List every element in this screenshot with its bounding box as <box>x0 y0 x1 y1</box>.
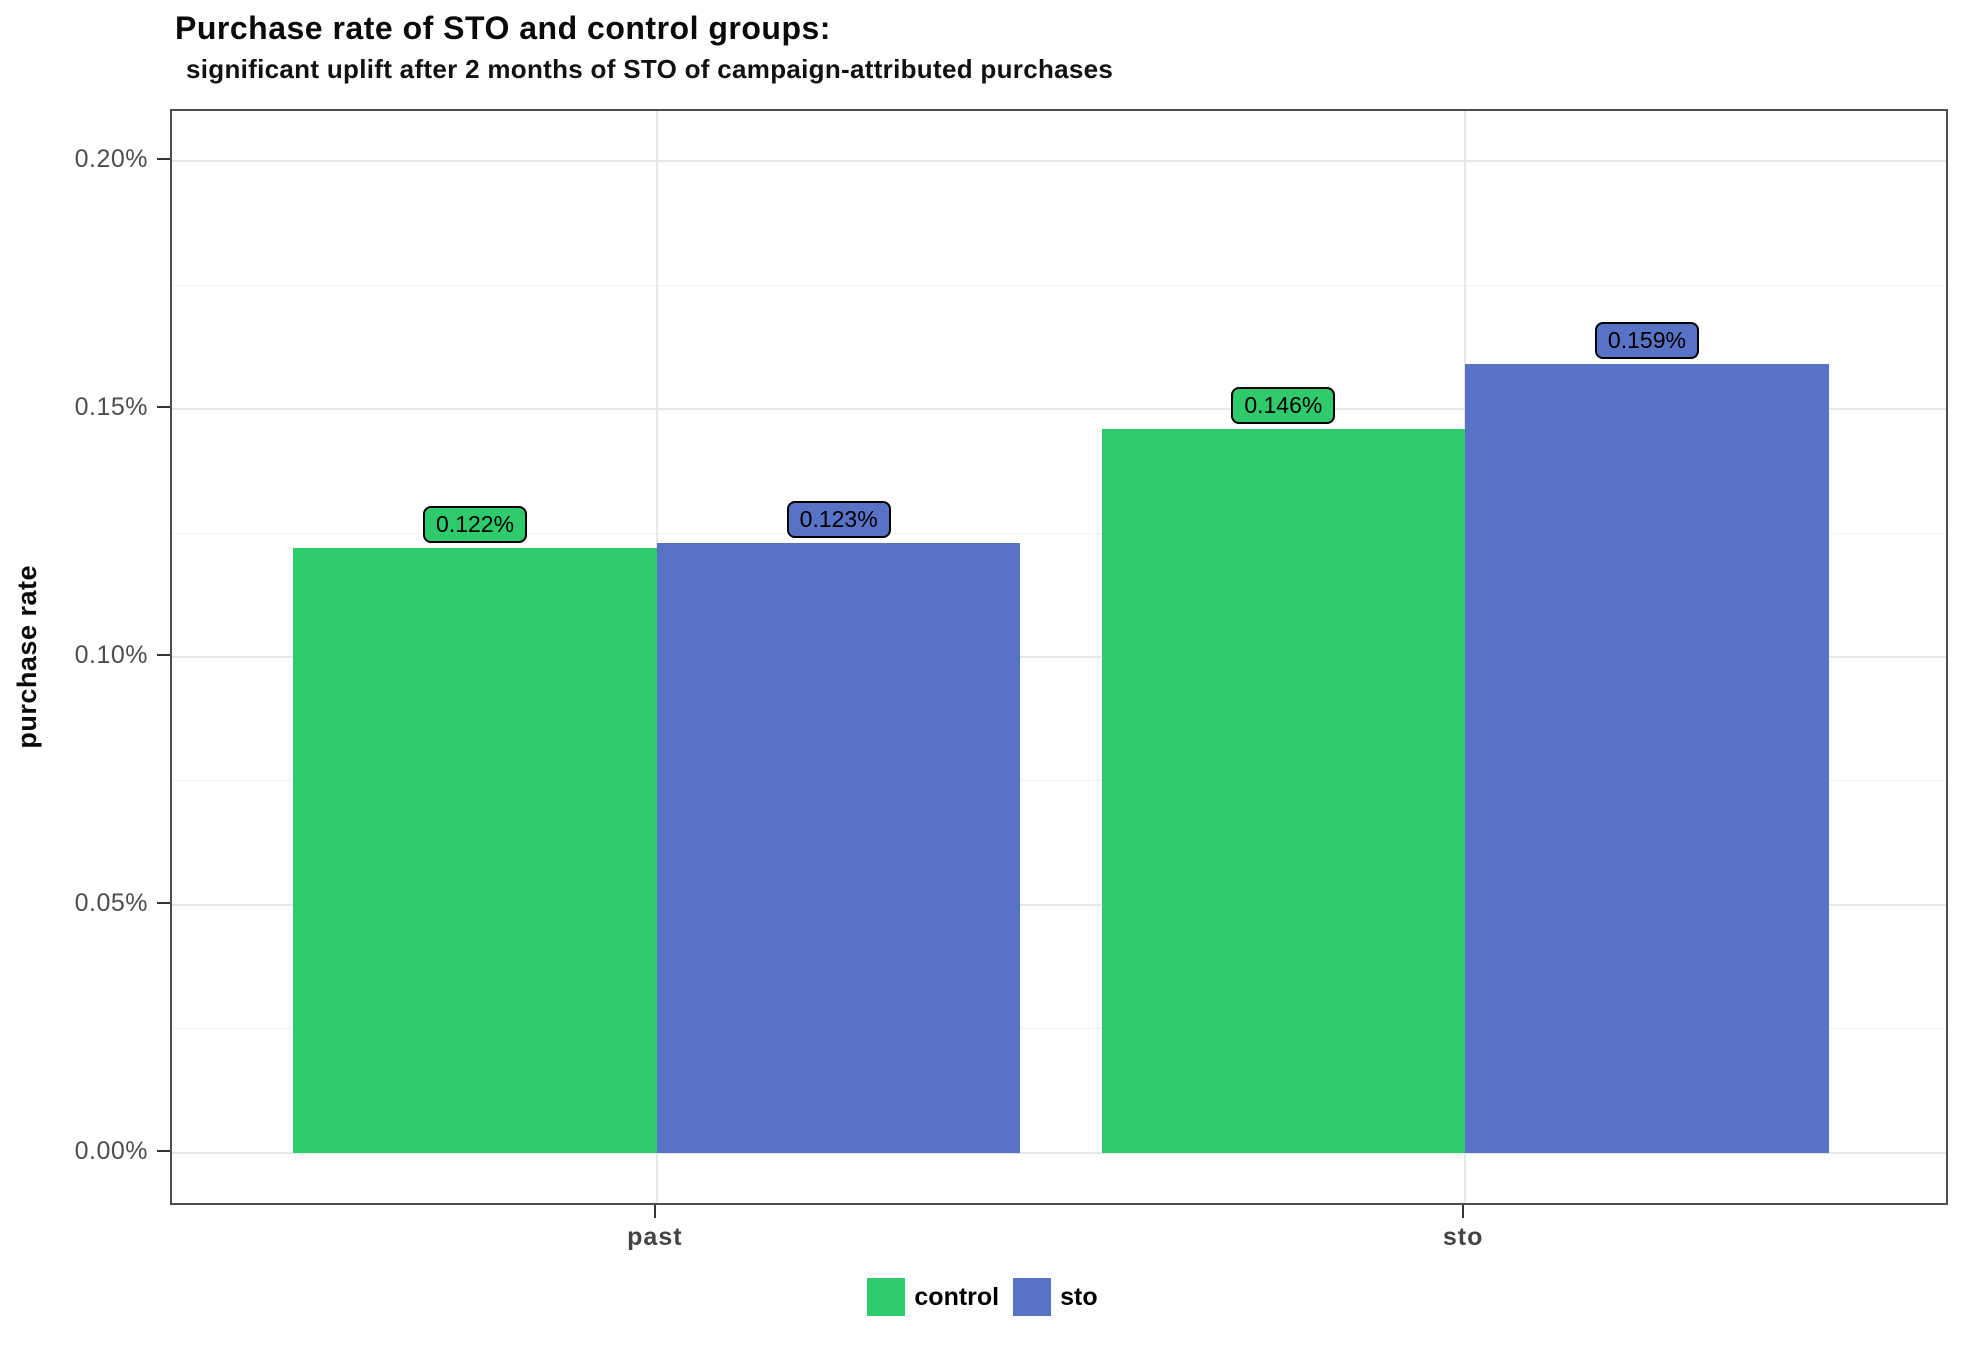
y-tick-label: 0.00% <box>74 1136 148 1165</box>
gridline-minor <box>172 284 1946 286</box>
bar-label-control-sto: 0.146% <box>1231 386 1336 424</box>
y-tick-mark <box>157 901 170 904</box>
y-axis-title: purchase rate <box>12 565 42 749</box>
bar-label-sto-past: 0.123% <box>786 500 891 538</box>
gridline-major <box>172 160 1946 163</box>
bar-label-control-past: 0.122% <box>423 505 528 543</box>
y-tick-label: 0.05% <box>74 888 148 917</box>
gridline-major <box>172 903 1946 906</box>
gridline-minor <box>172 532 1946 534</box>
bar-sto-past <box>656 542 1021 1153</box>
bar-control-sto <box>1101 428 1466 1153</box>
bar-label-sto-sto: 0.159% <box>1594 322 1699 360</box>
chart-title: Purchase rate of STO and control groups: <box>175 10 831 46</box>
x-tick-label-past: past <box>627 1223 683 1251</box>
gridline-major <box>172 1151 1946 1154</box>
gridline-major <box>172 408 1946 411</box>
legend-label: sto <box>1060 1282 1098 1311</box>
plot-panel: 0.122% 0.123% 0.146% 0.159% <box>170 109 1948 1205</box>
gridline-minor <box>172 780 1946 782</box>
legend-swatch-control <box>867 1278 906 1316</box>
y-tick-mark <box>157 1149 170 1152</box>
y-tick-mark <box>157 406 170 409</box>
x-tick-label-sto: sto <box>1442 1223 1484 1251</box>
legend: control sto <box>0 1278 1965 1316</box>
y-tick-label: 0.10% <box>74 641 148 670</box>
y-tick-mark <box>157 654 170 657</box>
legend-item-sto: sto <box>1013 1278 1098 1316</box>
legend-swatch-sto <box>1013 1278 1052 1316</box>
bar-sto-sto <box>1465 364 1829 1153</box>
x-tick-mark <box>653 1205 656 1218</box>
legend-item-control: control <box>867 1278 999 1316</box>
chart-subtitle: significant uplift after 2 months of STO… <box>186 54 1114 84</box>
legend-label: control <box>914 1282 1000 1311</box>
gridline-minor <box>172 1028 1946 1030</box>
y-axis-title-wrap: purchase rate <box>12 109 43 1205</box>
x-tick-mark <box>1462 1205 1465 1218</box>
bar-control-past <box>293 547 657 1153</box>
y-tick-mark <box>157 158 170 161</box>
y-tick-label: 0.15% <box>74 393 148 422</box>
y-tick-label: 0.20% <box>74 145 148 174</box>
gridline-major <box>172 656 1946 659</box>
